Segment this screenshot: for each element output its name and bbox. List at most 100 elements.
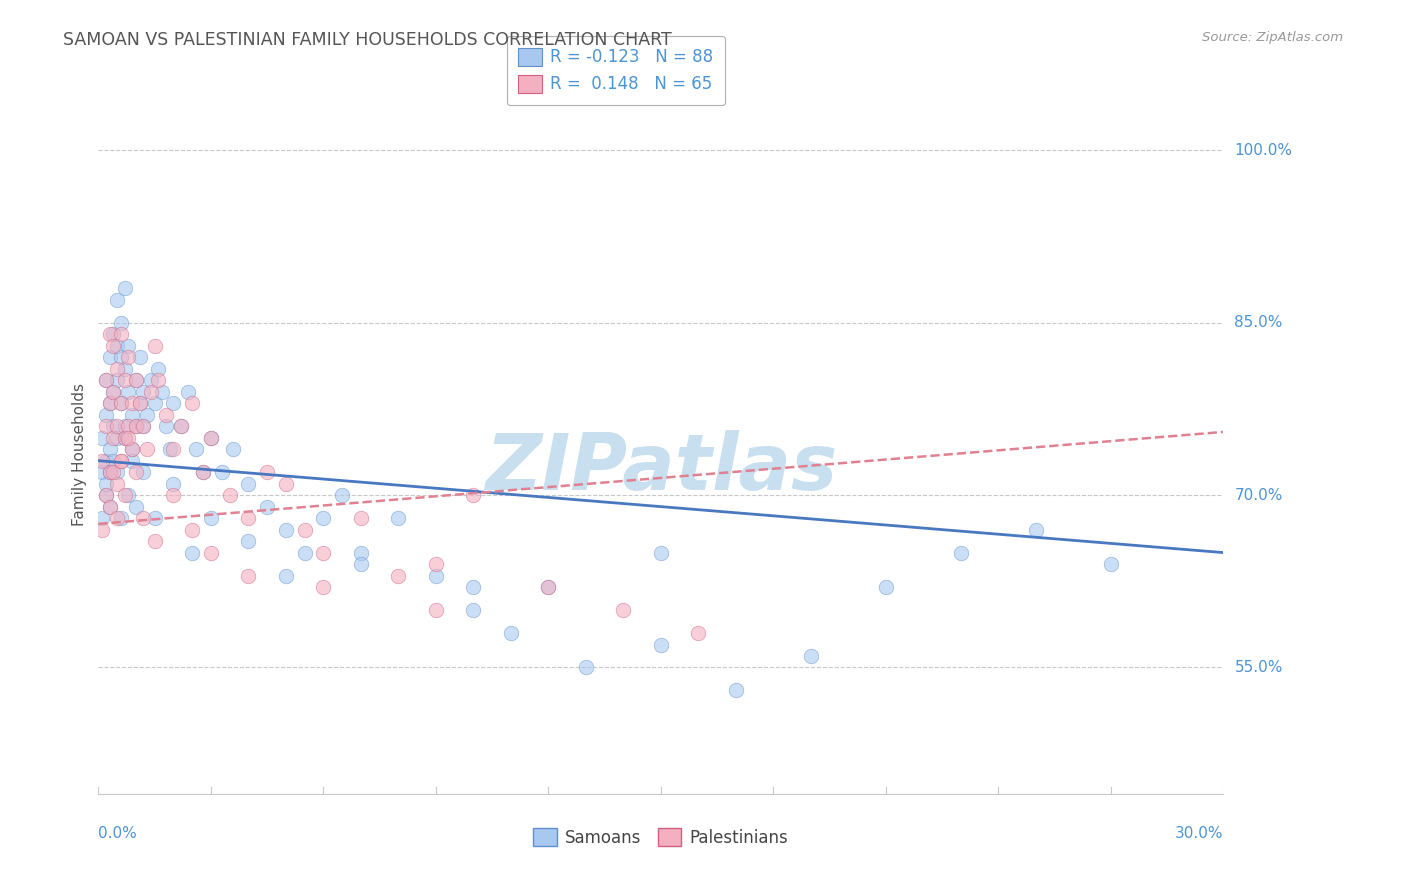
Point <box>238 534 260 549</box>
Text: 70.0%: 70.0% <box>1234 488 1282 502</box>
Point <box>132 511 155 525</box>
Text: SAMOAN VS PALESTINIAN FAMILY HOUSEHOLDS CORRELATION CHART: SAMOAN VS PALESTINIAN FAMILY HOUSEHOLDS … <box>63 31 672 49</box>
Point <box>103 465 125 479</box>
Point <box>128 396 150 410</box>
Point <box>143 396 166 410</box>
Point <box>148 373 170 387</box>
Point <box>125 419 148 434</box>
Point <box>1025 523 1047 537</box>
Point <box>143 339 166 353</box>
Point <box>103 453 125 467</box>
Point <box>294 523 316 537</box>
Point <box>98 465 121 479</box>
Point <box>170 419 193 434</box>
Point <box>294 545 316 559</box>
Point <box>121 453 143 467</box>
Point <box>103 339 125 353</box>
Point <box>238 568 260 582</box>
Point <box>463 488 485 502</box>
Point <box>350 557 373 571</box>
Point <box>132 419 155 434</box>
Point <box>125 500 148 514</box>
Point <box>350 511 373 525</box>
Point <box>148 361 170 376</box>
Point <box>117 339 139 353</box>
Point <box>117 488 139 502</box>
Point <box>425 603 447 617</box>
Point <box>114 373 136 387</box>
Point <box>274 523 297 537</box>
Point <box>91 453 114 467</box>
Text: 85.0%: 85.0% <box>1234 315 1282 330</box>
Point <box>94 453 117 467</box>
Text: ZIPatlas: ZIPatlas <box>485 431 837 507</box>
Point <box>91 523 114 537</box>
Point <box>94 373 117 387</box>
Point <box>125 465 148 479</box>
Point <box>117 384 139 399</box>
Point <box>312 511 335 525</box>
Point <box>425 557 447 571</box>
Point <box>94 408 117 422</box>
Point <box>105 339 128 353</box>
Point <box>128 396 150 410</box>
Point <box>688 626 710 640</box>
Point <box>103 431 125 445</box>
Point <box>218 488 240 502</box>
Point <box>312 580 335 594</box>
Point <box>105 373 128 387</box>
Point <box>162 396 184 410</box>
Point <box>200 545 222 559</box>
Point <box>105 431 128 445</box>
Point <box>114 361 136 376</box>
Point <box>136 408 159 422</box>
Point <box>159 442 181 457</box>
Point <box>94 373 117 387</box>
Point <box>537 580 560 594</box>
Point <box>132 384 155 399</box>
Point <box>312 545 335 559</box>
Point <box>150 384 173 399</box>
Point <box>181 523 204 537</box>
Point <box>117 419 139 434</box>
Point <box>132 419 155 434</box>
Point <box>103 384 125 399</box>
Point <box>125 373 148 387</box>
Point <box>105 293 128 307</box>
Point <box>211 465 233 479</box>
Point <box>200 431 222 445</box>
Point <box>612 603 634 617</box>
Point <box>155 419 177 434</box>
Point <box>114 431 136 445</box>
Point <box>143 534 166 549</box>
Point <box>103 327 125 342</box>
Point <box>136 442 159 457</box>
Point <box>181 396 204 410</box>
Y-axis label: Family Households: Family Households <box>72 384 87 526</box>
Point <box>139 384 162 399</box>
Point <box>94 419 117 434</box>
Point <box>117 431 139 445</box>
Point <box>256 500 278 514</box>
Point <box>103 384 125 399</box>
Point <box>650 545 672 559</box>
Point <box>155 408 177 422</box>
Point <box>1099 557 1122 571</box>
Point <box>114 419 136 434</box>
Point <box>139 373 162 387</box>
Point <box>98 465 121 479</box>
Point <box>110 327 132 342</box>
Point <box>98 396 121 410</box>
Point <box>143 511 166 525</box>
Point <box>350 545 373 559</box>
Point <box>114 281 136 295</box>
Point <box>121 408 143 422</box>
Point <box>94 476 117 491</box>
Point <box>162 488 184 502</box>
Point <box>121 442 143 457</box>
Point <box>274 476 297 491</box>
Point <box>650 638 672 652</box>
Point <box>91 431 114 445</box>
Point <box>238 476 260 491</box>
Point <box>875 580 897 594</box>
